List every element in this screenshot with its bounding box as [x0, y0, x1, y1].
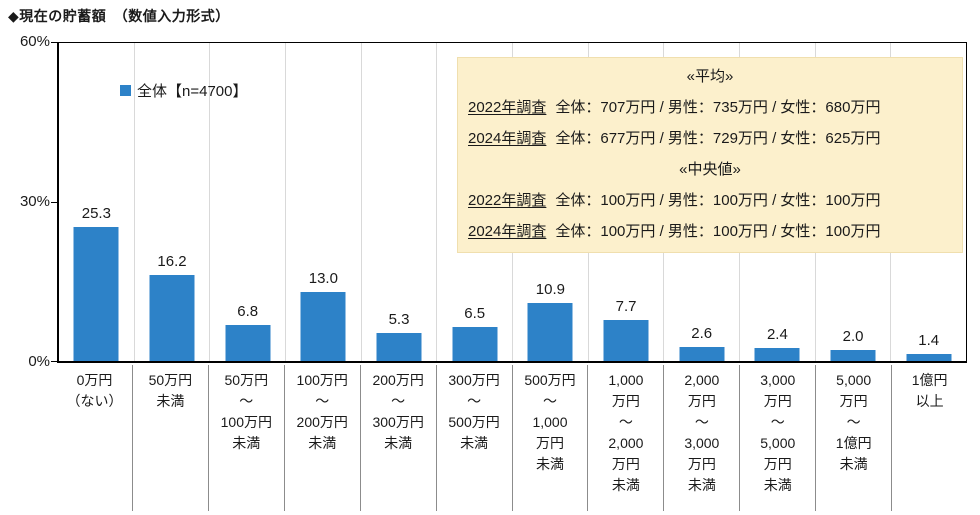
- bar: [830, 350, 876, 361]
- info-heading-average: «平均»: [686, 68, 734, 85]
- info-row: 2024年調査 全体：677万円 / 男性：729万円 / 女性：625万円: [468, 123, 952, 154]
- x-axis-category-label: 50万円 未満: [133, 365, 209, 511]
- bar-value-label: 25.3: [81, 204, 111, 222]
- info-row: 2022年調査 全体：707万円 / 男性：735万円 / 女性：680万円: [468, 92, 952, 123]
- bar: [225, 324, 271, 361]
- x-axis-category-label: 300万円～ 500万円 未満: [437, 365, 513, 511]
- info-row: 2024年調査 全体：100万円 / 男性：100万円 / 女性：100万円: [468, 216, 952, 247]
- legend: 全体【n=4700】: [120, 80, 247, 101]
- y-axis-tick-label-60: 60%: [19, 33, 50, 50]
- bar-value-label: 7.7: [615, 298, 637, 316]
- chart-title: ◆現在の貯蓄額 （数値入力形式）: [8, 8, 230, 24]
- legend-marker-icon: [120, 85, 131, 96]
- x-axis-category-label: 1億円 以上: [911, 372, 948, 409]
- x-axis-category-label: 3,000 万円～ 5,000 万円 未満: [740, 365, 817, 511]
- bar-value-label: 10.9: [535, 281, 565, 299]
- bar-value-label: 1.4: [918, 331, 940, 349]
- summary-info-box: «平均» 2022年調査 全体：707万円 / 男性：735万円 / 女性：680…: [457, 57, 963, 253]
- bar: [300, 292, 346, 361]
- bar: [452, 326, 498, 361]
- info-row-year: 2022年調査: [468, 192, 547, 209]
- category-cell: 7.7: [589, 43, 665, 361]
- bar: [527, 303, 573, 361]
- category-cell: 16.2: [135, 43, 211, 361]
- info-row-year: 2022年調査: [468, 99, 547, 116]
- info-row: 2022年調査 全体：100万円 / 男性：100万円 / 女性：100万円: [468, 185, 952, 216]
- info-row-text: 全体：100万円 / 男性：100万円 / 女性：100万円: [555, 192, 881, 209]
- x-axis-labels: 0万円 （ない） 50万円 未満 50万円～ 100万円 未満 100万円～ 200万円 未満 20…: [57, 365, 967, 511]
- bar-value-label: 2.6: [691, 325, 713, 343]
- info-row-year: 2024年調査: [468, 223, 547, 240]
- bar: [679, 347, 725, 361]
- x-axis-category-label: 50万円～ 100万円 未満: [209, 365, 285, 511]
- info-row-text: 全体：707万円 / 男性：735万円 / 女性：680万円: [555, 99, 881, 116]
- x-axis-category-label: 1,000 万円～ 2,000 万円 未満: [588, 365, 665, 511]
- category-cell: 6.8: [210, 43, 287, 361]
- category-cell: 25.3: [59, 43, 135, 361]
- category-cell: 1.4: [891, 43, 966, 361]
- bar-value-label: 2.0: [842, 328, 864, 346]
- bar: [906, 353, 952, 361]
- bar: [754, 348, 800, 361]
- bar-value-label: 2.4: [766, 326, 788, 344]
- category-cell: 5.3: [362, 43, 438, 361]
- bar: [603, 320, 649, 361]
- bar-value-label: 16.2: [157, 253, 187, 271]
- x-axis-category-label: 0万円 （ない）: [57, 365, 133, 511]
- bar: [73, 226, 119, 361]
- y-axis-tick-label-30: 30%: [19, 193, 50, 210]
- bar-value-label: 6.8: [237, 302, 259, 320]
- x-axis-category-label: 100万円～ 200万円 未満: [285, 365, 361, 511]
- x-axis-category-label: 2,000 万円～ 3,000 万円 未満: [664, 365, 741, 511]
- info-heading-median: «中央値»: [679, 161, 741, 178]
- category-cell: 10.9: [513, 43, 589, 361]
- bar: [376, 332, 422, 361]
- x-axis-category-label: 200万円～ 300万円 未満: [361, 365, 437, 511]
- y-axis-tick-label-0: 0%: [28, 353, 50, 370]
- bar-value-label: 6.5: [464, 304, 486, 322]
- bar: [149, 275, 195, 361]
- y-axis-tick-mark: [51, 361, 57, 362]
- info-row-year: 2024年調査: [468, 130, 547, 147]
- bar-value-label: 13.0: [308, 270, 338, 288]
- y-axis-tick-mark: [51, 42, 57, 43]
- info-row-text: 全体：677万円 / 男性：729万円 / 女性：625万円: [555, 130, 881, 147]
- legend-label: 全体【n=4700】: [137, 83, 248, 100]
- x-axis-category-label: 500万円～ 1,000 万円 未満: [513, 365, 589, 511]
- bar-value-label: 5.3: [388, 310, 410, 328]
- info-row-text: 全体：100万円 / 男性：100万円 / 女性：100万円: [555, 223, 881, 240]
- y-axis-tick-mark: [51, 202, 57, 203]
- x-axis-category-label: 5,000 万円～ 1億円 未満: [816, 365, 893, 511]
- category-cell: 13.0: [286, 43, 362, 361]
